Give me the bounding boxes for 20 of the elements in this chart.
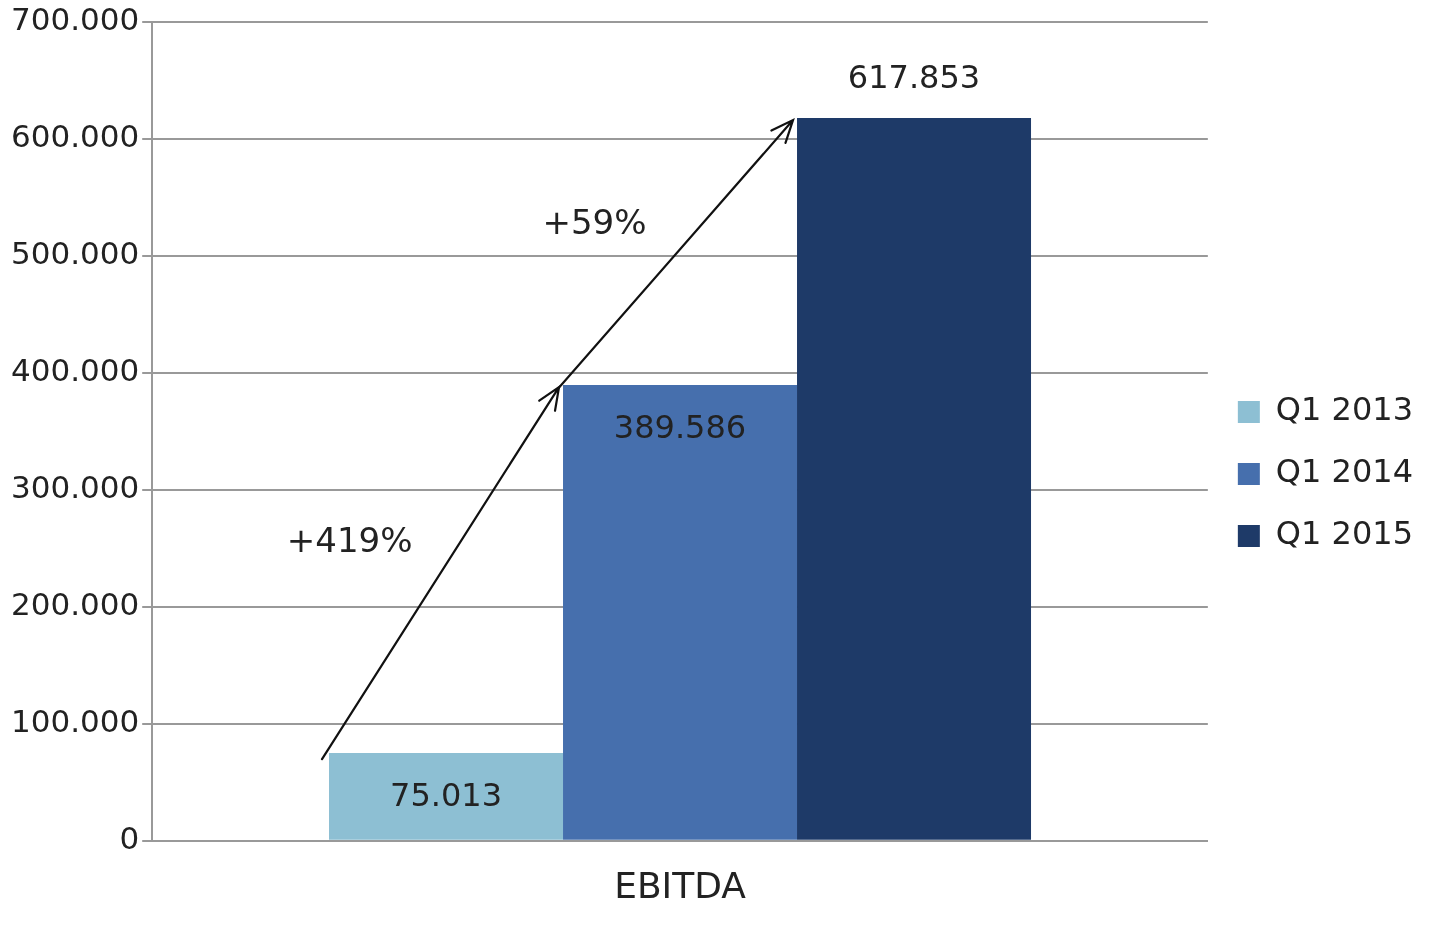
data-label: 617.853 [847,58,981,97]
bar [329,753,564,840]
y-tick-label: 700.000 [10,1,140,38]
y-tick-label: 200.000 [10,585,140,622]
y-tick-label: 100.000 [10,702,140,739]
y-tick-label: 600.000 [10,118,140,155]
bar [797,118,1032,840]
y-tick-label: 500.000 [10,234,140,271]
annotation: +59% [542,202,647,243]
y-tick-label: 400.000 [10,351,140,388]
legend-label: Q1 2013 [1275,390,1413,429]
data-label: 389.586 [613,408,747,447]
annotation: +419% [286,519,413,560]
legend-label: Q1 2015 [1275,514,1413,553]
data-label: 75.013 [390,776,502,815]
bar [563,385,798,840]
x-tick-label: EBITDA [614,864,747,906]
y-tick-label: 0 [119,819,140,856]
legend-label: Q1 2014 [1275,452,1413,491]
y-tick-label: 300.000 [10,468,140,505]
